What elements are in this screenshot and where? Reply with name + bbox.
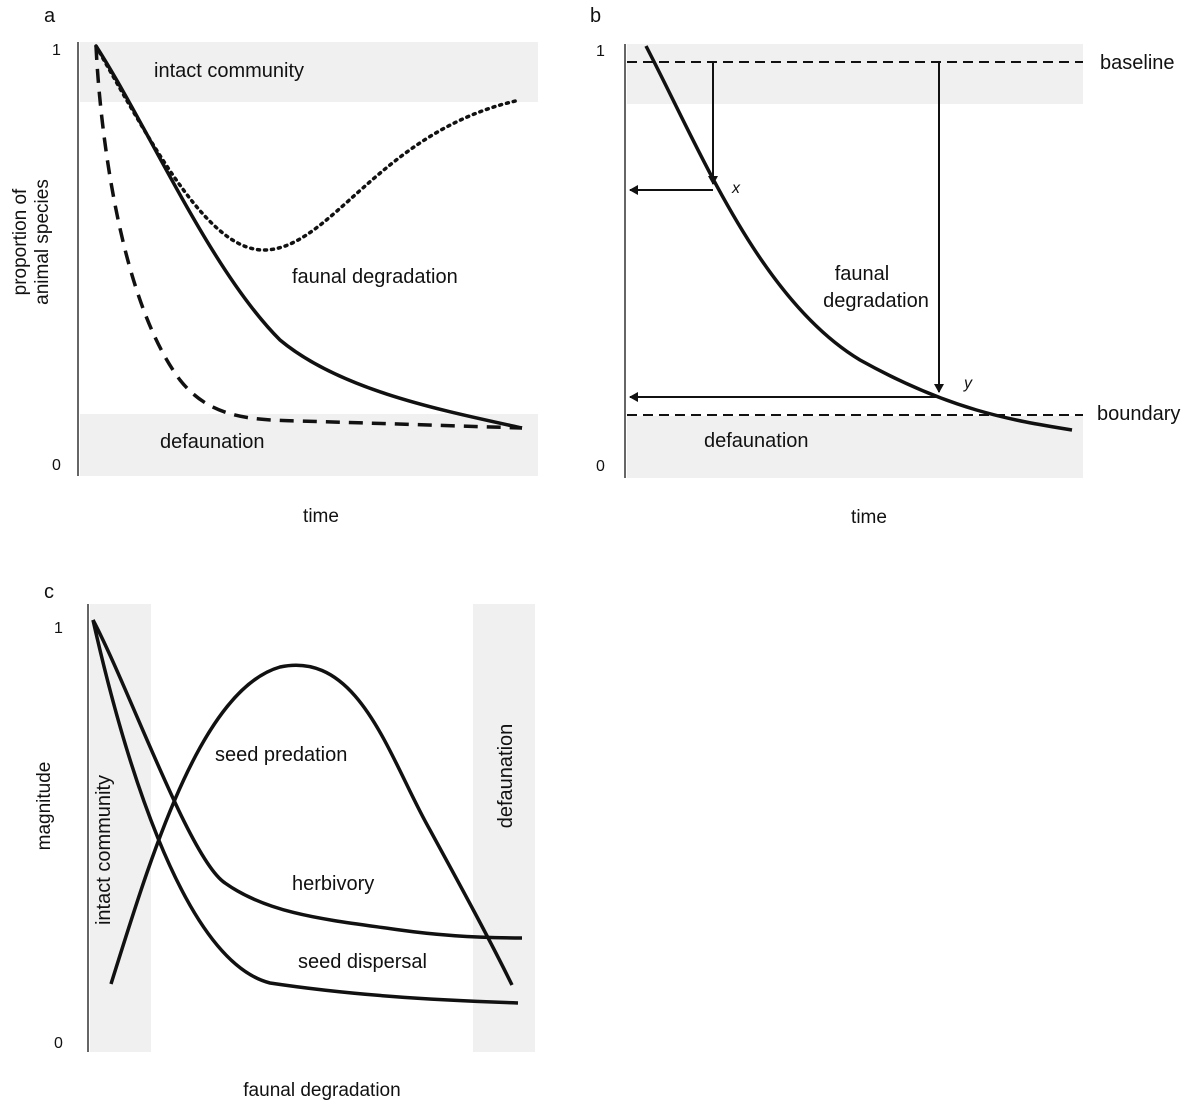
series-seed-predation bbox=[109, 663, 514, 986]
panel-c: c 1 0 magnitude faunal degradation intac… bbox=[34, 581, 535, 1101]
label-degradation-b-line1: faunal bbox=[835, 263, 890, 285]
y-axis-title-a-line1: proportion of bbox=[10, 188, 31, 295]
label-herbivory: herbivory bbox=[292, 873, 374, 895]
panel-b: b 1 0 time baseline boundary faunal degr… bbox=[590, 5, 1180, 528]
series-solid-a bbox=[94, 45, 523, 430]
panel-letter-a: a bbox=[44, 5, 56, 27]
label-intact-a: intact community bbox=[154, 60, 304, 82]
label-defaunation-a: defaunation bbox=[160, 431, 265, 453]
y-tick-bottom-a: 0 bbox=[52, 457, 61, 474]
y-tick-top-a: 1 bbox=[52, 42, 61, 59]
label-y: y bbox=[963, 375, 973, 392]
series-solid-b bbox=[644, 45, 1073, 432]
label-degradation-b-line2: degradation bbox=[823, 290, 929, 312]
series-seed-dispersal bbox=[91, 619, 519, 1005]
label-seed-predation: seed predation bbox=[215, 744, 347, 766]
label-seed-dispersal: seed dispersal bbox=[298, 951, 427, 973]
y-axis-title-c: magnitude bbox=[34, 762, 55, 851]
label-intact-c: intact community bbox=[93, 775, 115, 925]
label-defaunation-c: defaunation bbox=[495, 724, 517, 829]
label-defaunation-b: defaunation bbox=[704, 430, 809, 452]
y-tick-bottom-c: 0 bbox=[54, 1035, 63, 1052]
series-herbivory bbox=[91, 619, 523, 940]
x-axis-title-a: time bbox=[303, 506, 339, 527]
panel-letter-b: b bbox=[590, 5, 601, 27]
panel-letter-c: c bbox=[44, 581, 54, 603]
label-baseline: baseline bbox=[1100, 52, 1175, 74]
series-dashed-a bbox=[94, 45, 523, 430]
label-degradation-a: faunal degradation bbox=[292, 266, 458, 288]
intact-zone-a bbox=[80, 42, 538, 102]
y-tick-bottom-b: 0 bbox=[596, 458, 605, 475]
defaunation-zone-b bbox=[627, 416, 1083, 478]
y-tick-top-b: 1 bbox=[596, 43, 605, 60]
baseline-zone-b bbox=[627, 44, 1083, 104]
x-axis-title-c: faunal degradation bbox=[243, 1080, 400, 1101]
y-tick-top-c: 1 bbox=[54, 620, 63, 637]
defaunation-zone-a bbox=[80, 414, 538, 476]
label-boundary: boundary bbox=[1097, 403, 1180, 425]
label-x: x bbox=[731, 180, 741, 197]
defaunation-zone-c bbox=[473, 604, 535, 1052]
x-axis-title-b: time bbox=[851, 507, 887, 528]
panel-a: a 1 0 proportion of animal species time … bbox=[10, 5, 538, 527]
y-axis-title-a-line2: animal species bbox=[32, 179, 53, 305]
